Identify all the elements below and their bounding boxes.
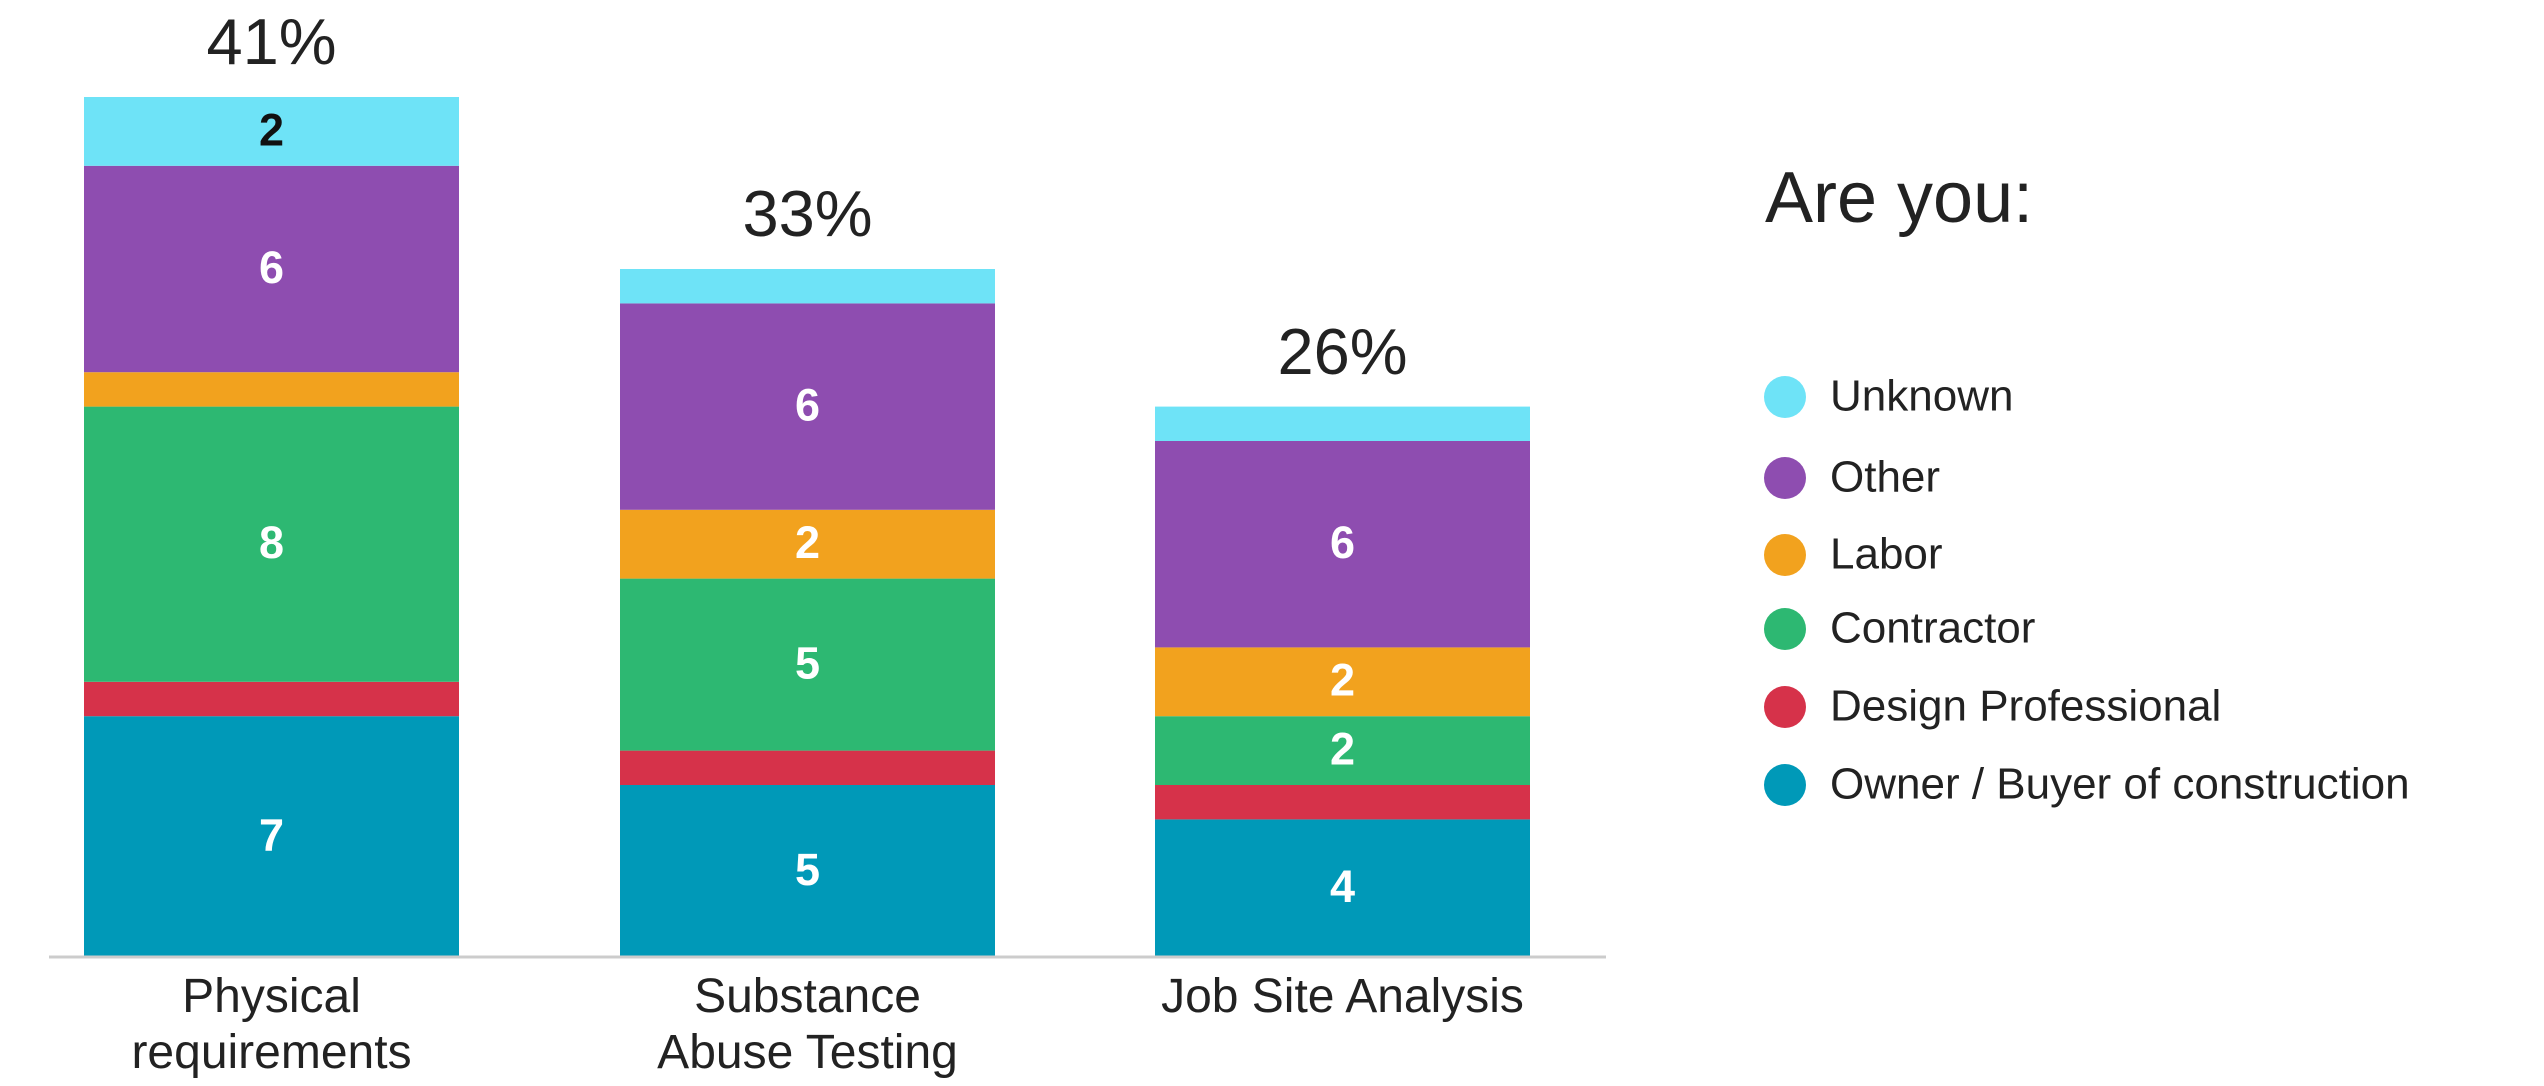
bar-segment (84, 716, 459, 957)
data-label: 5 (795, 637, 820, 688)
bar-segment (84, 97, 459, 166)
legend-marker (1764, 457, 1806, 499)
bar-segment (1155, 819, 1530, 957)
legend-title: Are you: (1765, 158, 2033, 238)
data-label: 6 (795, 379, 820, 430)
bar-segment (84, 681, 459, 717)
data-label: 2 (259, 104, 284, 155)
data-label: 2 (1330, 655, 1355, 706)
legend-marker (1764, 686, 1806, 728)
bar-segment (620, 509, 995, 579)
bar-segment (84, 406, 459, 682)
data-label: 6 (259, 242, 284, 293)
legend-marker (1764, 376, 1806, 418)
legend-label: Unknown (1830, 372, 2013, 421)
legend-marker (1764, 608, 1806, 650)
data-label: 2 (1330, 723, 1355, 774)
data-label: 5 (795, 844, 820, 895)
total-label: 26% (1277, 315, 1407, 388)
legend-marker (1764, 534, 1806, 576)
bar-segment (1155, 406, 1530, 441)
bar-segment (1155, 647, 1530, 717)
data-label: 6 (1330, 517, 1355, 568)
bar-segment (84, 372, 459, 407)
bar-segment (620, 269, 995, 304)
data-label: 2 (795, 517, 820, 568)
x-tick-label: Substance Abuse Testing (657, 970, 958, 1079)
data-label: 8 (259, 517, 284, 568)
legend-label: Owner / Buyer of construction (1830, 760, 2410, 809)
bar-segment (620, 303, 995, 510)
legend-label: Contractor (1830, 604, 2035, 653)
bar-segment (84, 165, 459, 373)
bar-segment (620, 578, 995, 751)
legend-label: Labor (1830, 530, 1943, 579)
x-tick-label: Physical requirements (131, 970, 412, 1079)
legend-marker (1764, 764, 1806, 806)
data-label: 4 (1330, 861, 1355, 912)
data-label: 7 (259, 809, 284, 860)
bar-segment (620, 785, 995, 957)
bar-segment (620, 750, 995, 785)
total-label: 33% (742, 177, 872, 250)
bar-segment (1155, 785, 1530, 820)
bar-segment (1155, 716, 1530, 785)
x-tick-label: Job Site Analysis (1161, 970, 1524, 1023)
total-label: 41% (206, 5, 336, 78)
legend-label: Design Professional (1830, 682, 2221, 731)
legend-label: Other (1830, 453, 1940, 502)
bar-segment (1155, 441, 1530, 648)
